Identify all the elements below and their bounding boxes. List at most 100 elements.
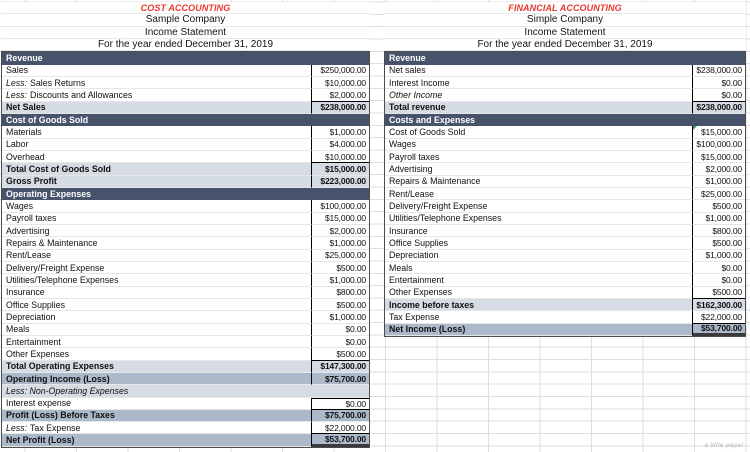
row-value-cell[interactable]: $1,000.00 [311, 311, 369, 324]
row-value-cell[interactable]: $1,000.00 [311, 237, 369, 250]
row-label-cell[interactable]: Rent/Lease [2, 250, 311, 262]
row-label-cell[interactable]: Total Operating Expenses [2, 361, 311, 373]
row-value-cell[interactable]: $2,000.00 [311, 89, 369, 102]
row-value-cell[interactable]: $500.00 [692, 286, 745, 299]
row-label-cell[interactable]: Meals [385, 262, 692, 275]
row-value-cell[interactable]: $800.00 [692, 224, 745, 238]
row-value-cell[interactable]: $0.00 [692, 274, 745, 287]
row-label-cell[interactable]: Utilities/Telephone Expenses [2, 274, 311, 287]
row-label-cell[interactable]: Less: Non-Operating Expenses [2, 385, 369, 398]
row-label-cell[interactable]: Materials [2, 126, 311, 139]
row-value-cell[interactable]: $0.00 [311, 323, 369, 336]
row-label-cell[interactable]: Delivery/Freight Expense [385, 200, 692, 213]
statement-type[interactable]: Income Statement [1, 27, 370, 39]
row-value-cell[interactable]: $238,000.00 [692, 101, 745, 114]
period-line[interactable]: For the year ended December 31, 2019 [1, 39, 370, 52]
row-value-cell[interactable]: $0.00 [311, 397, 369, 410]
company-name[interactable]: Sample Company [1, 14, 370, 27]
row-value-cell[interactable]: $2,000.00 [692, 163, 745, 176]
row-label-cell[interactable]: Office Supplies [2, 299, 311, 312]
row-label-cell[interactable]: Delivery/Freight Expense [2, 262, 311, 275]
row-value-cell[interactable]: $162,300.00 [692, 298, 745, 312]
statement-title[interactable]: FINANCIAL ACCOUNTING [384, 2, 746, 15]
row-label-cell[interactable]: Repairs & Maintenance [2, 237, 311, 250]
row-value-cell[interactable]: $100,000.00 [692, 138, 745, 151]
row-label-cell[interactable]: Office Supplies [385, 237, 692, 250]
row-label-cell[interactable]: Entertainment [385, 274, 692, 287]
row-label-cell[interactable]: Interest expense [2, 398, 311, 410]
period-line[interactable]: For the year ended December 31, 2019 [384, 39, 746, 52]
row-label-cell[interactable]: Net Income (Loss) [385, 324, 692, 336]
row-label-cell[interactable]: Cost of Goods Sold [385, 126, 692, 139]
row-label-cell[interactable]: Costs and Expenses [389, 115, 476, 126]
row-label-cell[interactable]: Depreciation [2, 311, 311, 324]
row-value-cell[interactable]: $1,000.00 [692, 212, 745, 225]
row-value-cell[interactable]: $15,000.00 [692, 126, 745, 139]
row-label-cell[interactable]: Revenue [389, 53, 426, 64]
row-label-cell[interactable]: Tax Expense [385, 311, 692, 324]
row-value-cell[interactable]: $1,000.00 [311, 126, 369, 139]
row-value-cell[interactable]: $500.00 [692, 200, 745, 213]
row-label-cell[interactable]: Other Expenses [2, 348, 311, 361]
row-value-cell[interactable]: $10,000.00 [311, 150, 369, 164]
row-value-cell[interactable]: $250,000.00 [311, 64, 369, 77]
row-label-cell[interactable]: Insurance [2, 287, 311, 299]
row-value-cell[interactable]: $15,000.00 [692, 150, 745, 164]
row-value-cell[interactable]: $0.00 [311, 335, 369, 349]
row-label-cell[interactable]: Insurance [385, 225, 692, 238]
row-label-cell[interactable]: Less: Discounts and Allowances [2, 89, 311, 102]
row-label-cell[interactable]: Operating Expenses [6, 189, 92, 200]
row-label-cell[interactable]: Repairs & Maintenance [385, 176, 692, 188]
row-value-cell[interactable]: $238,000.00 [311, 101, 369, 114]
row-label-cell[interactable]: Net Sales [2, 102, 311, 114]
row-label-cell[interactable]: Overhead [2, 151, 311, 164]
row-label-cell[interactable]: Depreciation [385, 250, 692, 262]
row-value-cell[interactable]: $0.00 [692, 76, 745, 90]
row-value-cell[interactable]: $22,000.00 [311, 422, 369, 435]
row-label-cell[interactable]: Net sales [385, 65, 692, 77]
row-value-cell[interactable]: $2,000.00 [311, 224, 369, 238]
row-value-cell[interactable]: $238,000.00 [692, 64, 745, 77]
row-label-cell[interactable]: Other Expenses [385, 287, 692, 299]
row-value-cell[interactable]: $4,000.00 [311, 138, 369, 151]
row-value-cell[interactable]: $10,000.00 [311, 76, 369, 90]
row-label-cell[interactable]: Advertising [2, 225, 311, 238]
statement-type[interactable]: Income Statement [384, 27, 746, 39]
row-value-cell[interactable]: $15,000.00 [311, 163, 369, 176]
row-value-cell[interactable]: $223,000.00 [311, 175, 369, 188]
row-label-cell[interactable]: Entertainment [2, 336, 311, 349]
row-value-cell[interactable]: $53,700.00 [311, 434, 369, 447]
row-label-cell[interactable]: Profit (Loss) Before Taxes [2, 410, 311, 423]
row-value-cell[interactable]: $22,000.00 [692, 311, 745, 324]
row-value-cell[interactable]: $1,000.00 [311, 274, 369, 287]
row-label-cell[interactable]: Wages [2, 200, 311, 213]
row-value-cell[interactable]: $25,000.00 [311, 249, 369, 262]
row-value-cell[interactable]: $0.00 [692, 261, 745, 275]
row-value-cell[interactable]: $500.00 [311, 261, 369, 275]
row-value-cell[interactable]: $800.00 [311, 286, 369, 299]
row-label-cell[interactable]: Labor [2, 139, 311, 151]
row-value-cell[interactable]: $147,300.00 [311, 360, 369, 373]
row-label-cell[interactable]: Sales [2, 65, 311, 77]
row-label-cell[interactable]: Total revenue [385, 102, 692, 114]
row-label-cell[interactable]: Payroll taxes [2, 213, 311, 225]
statement-title[interactable]: COST ACCOUNTING [1, 2, 370, 15]
company-name[interactable]: Simple Company [384, 14, 746, 27]
row-label-cell[interactable]: Less: Sales Returns [2, 77, 311, 90]
row-value-cell[interactable]: $75,700.00 [311, 372, 369, 386]
row-value-cell[interactable]: $75,700.00 [311, 409, 369, 423]
row-label-cell[interactable]: Income before taxes [385, 299, 692, 312]
row-label-cell[interactable]: Less: Tax Expense [2, 422, 311, 435]
row-value-cell[interactable]: $1,000.00 [692, 249, 745, 262]
row-value-cell[interactable]: $500.00 [311, 298, 369, 312]
row-label-cell[interactable]: Operating Income (Loss) [2, 373, 311, 386]
row-label-cell[interactable]: Advertising [385, 163, 692, 176]
row-label-cell[interactable]: Revenue [6, 53, 43, 64]
row-label-cell[interactable]: Cost of Goods Sold [6, 115, 89, 126]
row-value-cell[interactable]: $15,000.00 [311, 212, 369, 225]
row-label-cell[interactable]: Meals [2, 324, 311, 336]
row-label-cell[interactable]: Gross Profit [2, 176, 311, 188]
row-value-cell[interactable]: $1,000.00 [692, 175, 745, 188]
row-label-cell[interactable]: Other Income [385, 89, 692, 102]
row-value-cell[interactable]: $500.00 [692, 237, 745, 250]
